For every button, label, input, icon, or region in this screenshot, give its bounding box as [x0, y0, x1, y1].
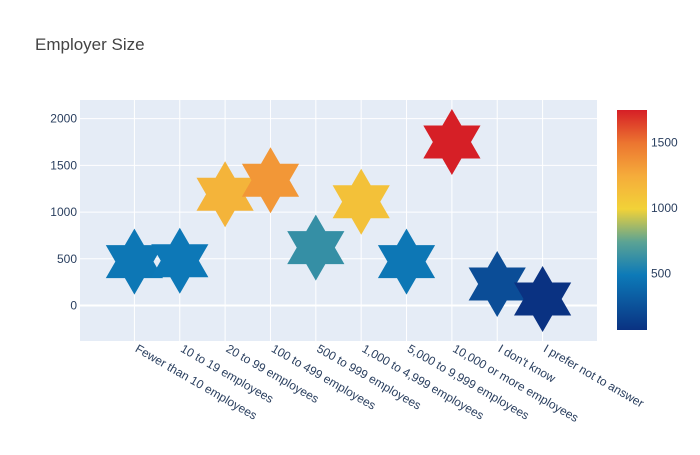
data-point-star — [377, 228, 436, 295]
data-point-star — [423, 109, 481, 175]
colorbar-tick-label: 500 — [651, 267, 671, 281]
y-tick-label: 500 — [57, 252, 77, 266]
colorbar-ticks: 500 1000 1500 — [651, 136, 678, 281]
colorbar-tick-label: 1000 — [651, 201, 678, 215]
data-markers — [105, 109, 572, 332]
data-point-star — [332, 168, 390, 235]
data-point-star — [287, 214, 345, 281]
y-tick-label: 1500 — [50, 158, 77, 172]
chart-title: Employer Size — [35, 35, 145, 54]
colorbar-tick-label: 1500 — [651, 136, 678, 150]
data-point-star — [151, 227, 209, 294]
data-point-star — [468, 251, 526, 317]
plot-area — [80, 100, 597, 341]
y-tick-label: 1000 — [50, 205, 77, 219]
data-point-star — [105, 228, 163, 295]
colorbar — [617, 110, 647, 330]
y-axis-ticks: 0 500 1000 1500 2000 — [50, 112, 77, 313]
data-point-star — [196, 161, 254, 228]
y-tick-label: 2000 — [50, 112, 77, 126]
data-point-star — [514, 266, 572, 332]
data-point-star — [241, 147, 300, 214]
y-tick-label: 0 — [70, 299, 77, 313]
